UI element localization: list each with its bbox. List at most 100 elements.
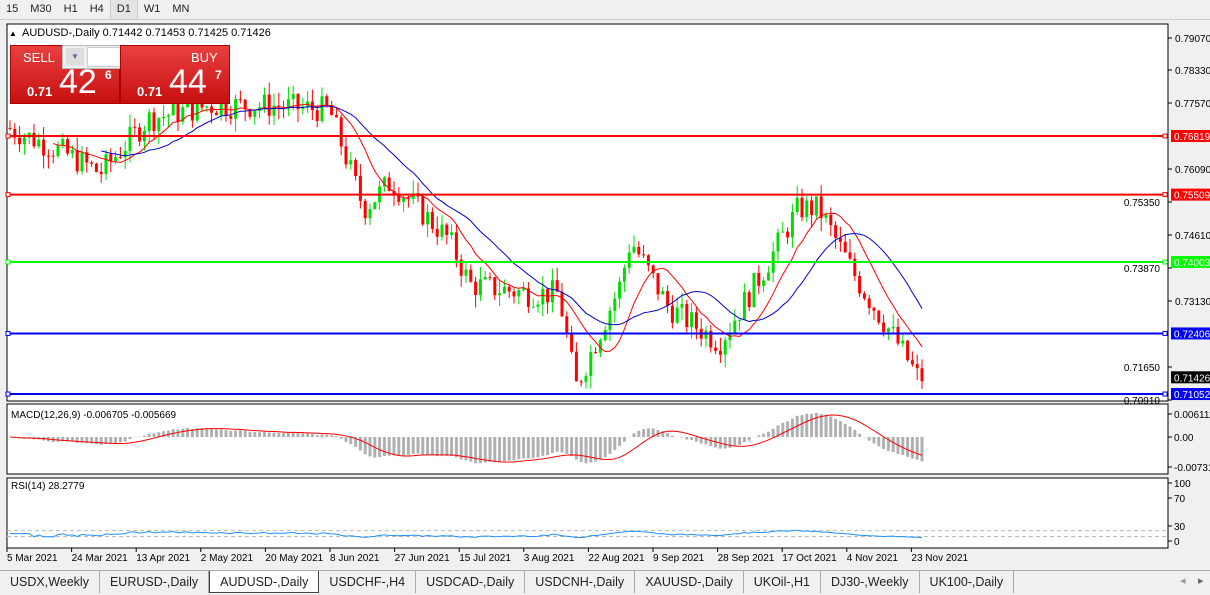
price-label-bg (1171, 130, 1210, 142)
candle-body (690, 312, 694, 328)
chart-tab[interactable]: UK100-,Daily (920, 571, 1015, 593)
timeframe-D1[interactable]: D1 (109, 0, 138, 19)
candle-body (162, 116, 166, 119)
current-price-label: 0.71426 (1174, 373, 1210, 384)
candle (440, 215, 444, 241)
horizontal-line-price: 0.75509 (1174, 191, 1210, 202)
chart-tab[interactable]: USDCAD-,Daily (416, 571, 526, 593)
candle (584, 372, 588, 389)
candle-body (493, 277, 497, 296)
candle (709, 324, 713, 353)
candle (622, 264, 626, 293)
candle-body (714, 347, 718, 351)
price-tick-label: 0.71650 (1124, 363, 1161, 374)
chart-window[interactable]: AUDUSD-,Daily 0.71442 0.71453 0.71425 0.… (0, 21, 1210, 570)
price-label-bg (1171, 188, 1210, 201)
price-tick-label: 0.78330 (1175, 66, 1210, 77)
candle (147, 108, 151, 144)
candle-body (646, 255, 650, 266)
rsi-panel (6, 477, 1169, 549)
timeframe-H1[interactable]: H1 (63, 3, 78, 15)
tab-scroll-left[interactable]: ◂ (1180, 575, 1186, 587)
candle (666, 285, 670, 314)
timeframe-M30[interactable]: M30 (30, 3, 52, 15)
candle-body (819, 196, 823, 218)
timeframe-W1[interactable]: W1 (143, 3, 161, 15)
lot-decrease-button[interactable]: ▼ (66, 48, 84, 65)
date-tick-label: 2 May 2021 (201, 553, 254, 564)
timeframe-H4[interactable]: H4 (89, 3, 104, 15)
candle-body (435, 228, 439, 237)
candle (373, 201, 377, 210)
candle (915, 354, 919, 380)
date-tick-label: 17 Oct 2021 (782, 553, 837, 564)
candle-body (219, 102, 223, 116)
candle-body (368, 209, 372, 219)
candle-body (762, 280, 766, 286)
candle-body (397, 194, 401, 202)
tab-scroll-right[interactable]: ▸ (1198, 575, 1204, 587)
candle (680, 293, 684, 321)
candle-body (786, 231, 790, 238)
candle (579, 379, 583, 387)
candle (517, 287, 521, 305)
chart-tab[interactable]: AUDUSD-,Daily (209, 571, 320, 593)
timeframe-MN[interactable]: MN (172, 3, 190, 15)
candle (651, 264, 655, 279)
candle-body (618, 281, 622, 299)
candle (392, 181, 396, 206)
candle-body (872, 307, 876, 311)
chart-tab[interactable]: XAUUSD-,Daily (635, 571, 744, 593)
candle-body (570, 333, 574, 352)
candle-body (498, 293, 502, 296)
line-handle (5, 391, 11, 397)
candle-body (574, 351, 578, 382)
candle (675, 297, 679, 324)
candle (459, 254, 463, 287)
date-tick-label: 23 Nov 2021 (911, 553, 968, 564)
chart-tab[interactable]: USDX,Weekly (0, 571, 100, 593)
rsi-tick-label: 70 (1174, 494, 1186, 505)
horizontal-line-price: 0.74003 (1174, 258, 1210, 269)
timeframe-15[interactable]: 15 (6, 3, 19, 15)
buy-button[interactable]: BUY 0.71 44 7 (120, 45, 230, 104)
candle (421, 193, 425, 227)
candle-body (387, 177, 391, 191)
chart-tab[interactable]: EURUSD-,Daily (100, 571, 210, 593)
candle-body (637, 246, 641, 255)
candle-body (421, 196, 425, 225)
candle-body (109, 154, 113, 162)
candle-body (853, 258, 857, 276)
candle-body (176, 102, 180, 122)
candle-body (315, 110, 319, 122)
candle (267, 82, 271, 125)
candle (536, 300, 540, 313)
candle-body (565, 316, 569, 334)
candle-body (747, 292, 751, 308)
chart-tab[interactable]: USDCNH-,Daily (525, 571, 636, 593)
price-label-bg (1171, 327, 1210, 340)
macd-signal-line (9, 414, 923, 463)
candle (157, 117, 161, 145)
chart-tab[interactable]: UKOil-,H1 (744, 571, 821, 593)
candle (488, 272, 492, 281)
candle-body (666, 291, 670, 306)
candle-body (85, 152, 89, 163)
candle (877, 309, 881, 325)
candle-body (75, 150, 79, 172)
chart-tab[interactable]: DJ30-,Weekly (821, 571, 920, 593)
candle-body (742, 292, 746, 320)
chart-tab[interactable]: USDCHF-,H4 (319, 571, 417, 593)
candle (718, 337, 722, 364)
date-tick-label: 13 Apr 2021 (136, 553, 190, 564)
candle-body (507, 286, 511, 292)
candle-body (13, 129, 17, 138)
buy-price-prefix: 0.71 (137, 84, 163, 99)
candle-body (877, 310, 881, 323)
candle (843, 233, 847, 253)
candle (594, 347, 598, 354)
candle (358, 164, 362, 209)
macd-tick-label: -0.00731 (1174, 463, 1210, 474)
candle (546, 288, 550, 314)
candle-body (915, 364, 919, 369)
